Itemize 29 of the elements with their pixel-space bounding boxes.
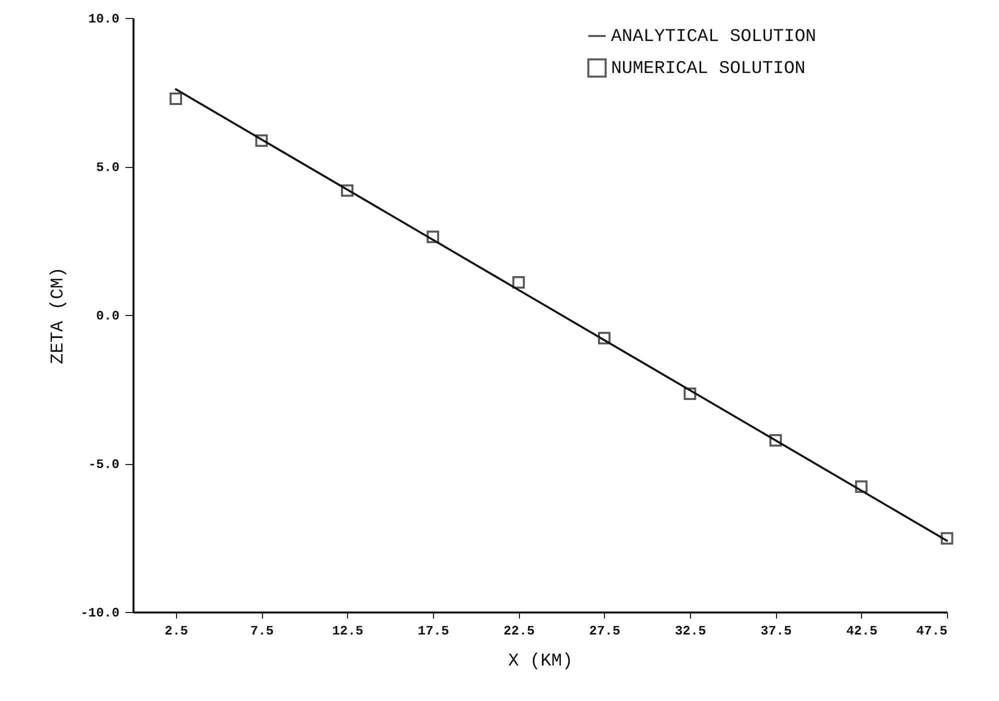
x-axis-title: X (KM) <box>508 652 573 672</box>
y-tick-label: 0.0 <box>96 308 120 324</box>
point <box>255 134 268 147</box>
point <box>426 230 440 244</box>
y-tick-label: -5.0 <box>88 457 120 472</box>
point <box>855 480 868 493</box>
y-tick-label: 5.0 <box>96 160 120 175</box>
x-tick-label: 32.5 <box>674 624 706 638</box>
legend-label: NUMERICAL SOLUTION <box>611 59 806 79</box>
x-tick-label: 2.5 <box>164 624 188 638</box>
point <box>684 387 696 400</box>
point <box>170 92 182 106</box>
point <box>512 276 525 289</box>
x-tick-label: 37.5 <box>760 624 792 638</box>
point <box>340 184 354 197</box>
y-tick-label: -10.0 <box>80 606 120 620</box>
point <box>769 434 782 447</box>
x-tick-label: 17.5 <box>418 624 450 638</box>
point <box>598 332 611 344</box>
y-tick-label: 10.0 <box>88 12 120 26</box>
x-tick-label: 12.5 <box>332 624 364 638</box>
x-tick-label: 22.5 <box>503 624 535 638</box>
point <box>940 532 954 545</box>
x-tick-label: 42.5 <box>846 624 878 638</box>
x-tick-label: 27.5 <box>589 624 621 638</box>
x-tick-label: 7.5 <box>250 624 274 638</box>
y-axis-title: ZETA (CM) <box>48 266 68 364</box>
x-tick-label: 47.5 <box>916 624 948 638</box>
legend-label: ANALYTICAL SOLUTION <box>611 27 816 47</box>
